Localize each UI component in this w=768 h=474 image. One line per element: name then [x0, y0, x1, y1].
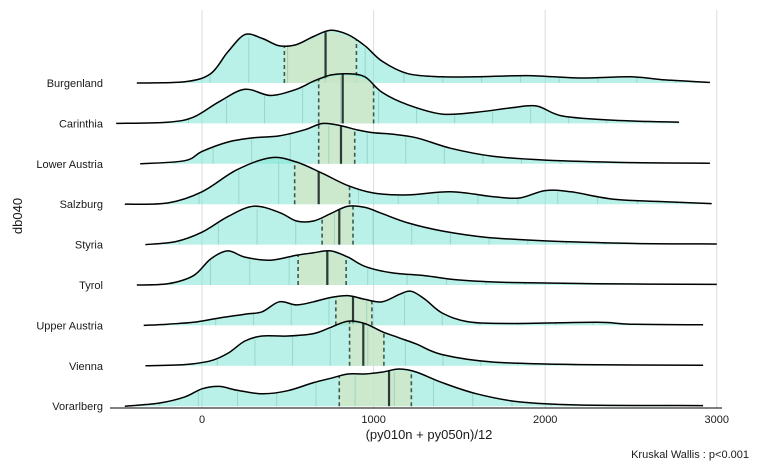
ridge-fill — [136, 250, 717, 285]
ridges — [116, 29, 717, 407]
ridge-fill — [124, 369, 704, 407]
ridge-carinthia — [116, 72, 680, 125]
category-label-2: Lower Austria — [36, 159, 104, 171]
ridge-upper-austria — [143, 290, 704, 327]
ridge-outline — [124, 156, 712, 206]
ridge-tyrol — [136, 249, 717, 286]
iqr-band — [298, 252, 347, 285]
ridge-lower-austria — [140, 122, 710, 165]
ridge-burgenland — [136, 29, 710, 84]
x-axis-title: (py010n + py050n)/12 — [366, 427, 493, 442]
ridge-outline — [145, 320, 704, 367]
ridge-fill — [140, 123, 710, 164]
iqr-band — [339, 370, 412, 407]
category-label-7: Vienna — [69, 361, 104, 373]
ridge-outline — [116, 72, 680, 125]
ridge-outline — [143, 290, 704, 327]
iqr-band — [322, 207, 353, 245]
category-label-0: Burgenland — [47, 78, 103, 90]
category-labels: Burgenland Carinthia Lower Austria Salzburg… — [36, 78, 104, 413]
ridge-fill — [143, 291, 704, 326]
x-tick-labels: 0 1000 2000 3000 — [199, 414, 729, 426]
iqr-band — [284, 32, 357, 83]
iqr-band — [349, 322, 384, 366]
ridge-salzburg — [124, 156, 712, 206]
ridge-vienna — [145, 320, 704, 367]
category-label-6: Upper Austria — [36, 320, 104, 332]
iqr-band — [318, 75, 374, 124]
category-label-5: Tyrol — [79, 280, 103, 292]
category-label-4: Styria — [75, 240, 104, 252]
x-tick-label-2: 2000 — [533, 414, 557, 426]
caption: Kruskal Wallis : p<0.001 — [631, 449, 749, 461]
ridge-fill — [145, 321, 704, 366]
x-tick-label-0: 0 — [199, 414, 205, 426]
ridge-outline — [145, 205, 717, 246]
ridge-outline — [140, 122, 710, 165]
category-label-3: Salzburg — [60, 199, 103, 211]
x-tick-label-1: 1000 — [361, 414, 385, 426]
ridge-outline — [136, 249, 717, 286]
ridge-outline — [136, 29, 710, 84]
y-axis-title: db040 — [10, 198, 25, 234]
ridge-fill — [136, 30, 710, 83]
ridge-vorarlberg — [124, 368, 704, 407]
ridge-styria — [145, 205, 717, 246]
x-tick-label-3: 3000 — [705, 414, 729, 426]
ridge-fill — [116, 73, 679, 124]
ridge-fill — [124, 157, 712, 205]
iqr-band — [294, 163, 350, 205]
iqr-band — [318, 124, 355, 164]
category-label-8: Vorarlberg — [52, 401, 103, 413]
category-label-1: Carinthia — [59, 118, 104, 130]
ridge-fill — [145, 205, 717, 245]
ridge-outline — [124, 368, 704, 407]
